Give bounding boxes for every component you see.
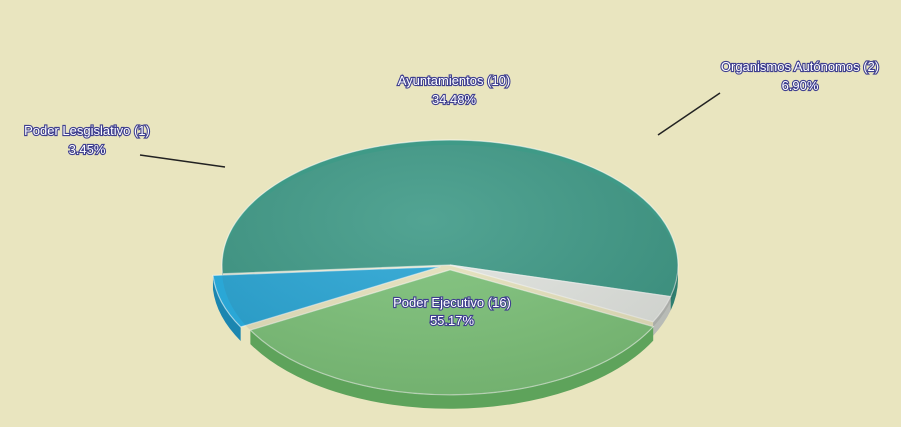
slice-label-name: Poder Lesgislativo (1) <box>24 123 150 138</box>
leader-lines <box>139 92 721 168</box>
slice-label-percent: 6.90% <box>782 78 819 93</box>
slice-label-percent: 34.48% <box>432 92 477 107</box>
slice-label-name: Ayuntamientos (10) <box>398 73 511 88</box>
slice-label-percent: 55.17% <box>430 313 475 328</box>
slice-label-name: Organismos Autónomos (2) <box>721 59 879 74</box>
slice-label-name: Poder Ejecutivo (16) <box>393 295 511 310</box>
slice-label-ayuntamientos: Ayuntamientos (10) 34.48% <box>397 72 512 108</box>
slice-label-ejecutivo: Poder Ejecutivo (16) 55.17% <box>392 294 512 329</box>
slice-label-legislativo: Poder Lesgislativo (1) 3.45% <box>23 122 151 158</box>
leader-line-organismos <box>657 92 721 136</box>
slice-label-organismos: Organismos Autónomos (2) 6.90% <box>720 58 880 94</box>
leader-line-legislativo <box>139 154 226 168</box>
slice-label-percent: 3.45% <box>69 142 106 157</box>
